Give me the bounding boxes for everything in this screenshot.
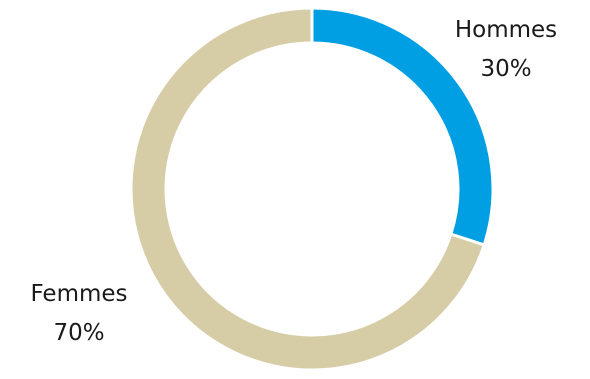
donut-slices (129, 6, 495, 372)
slice-label-femmes: Femmes 70% (14, 280, 144, 348)
slice-label-hommes-value: 30% (480, 55, 532, 82)
slice-label-hommes: Hommes 30% (446, 16, 566, 84)
slice-femmes (129, 6, 487, 372)
slice-label-femmes-value: 70% (53, 319, 105, 346)
slice-label-femmes-name: Femmes (30, 281, 128, 307)
slice-label-hommes-name: Hommes (454, 17, 558, 43)
